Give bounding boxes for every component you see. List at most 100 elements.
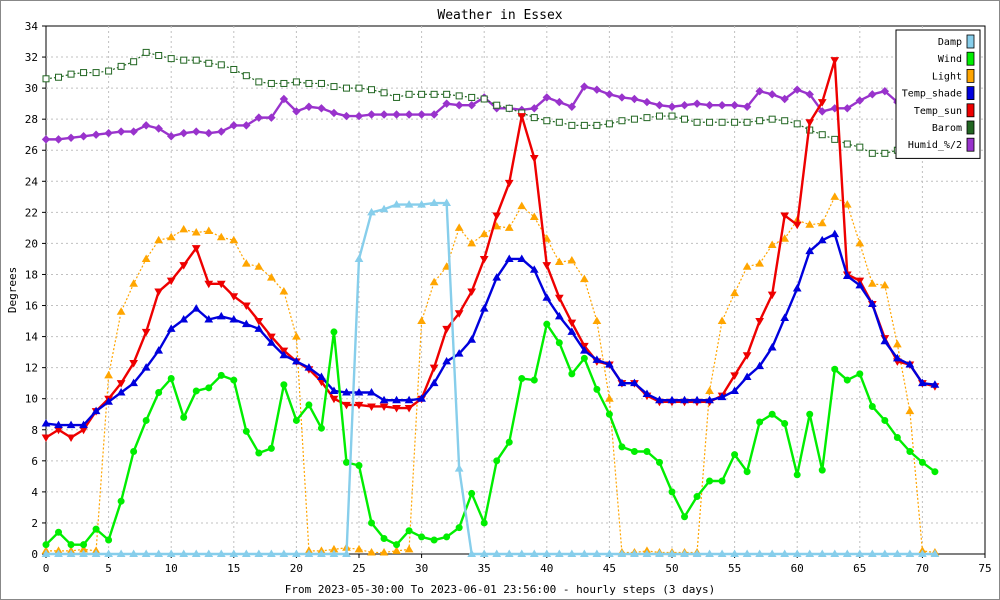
light-point [104,370,113,379]
temp-sun-point [467,288,477,297]
humid-2-point [329,108,339,118]
temp-shade-point [642,389,652,398]
barom-point [255,78,263,86]
wind-point [781,420,789,428]
barom-point [292,78,300,86]
damp-point [630,549,639,557]
damp-point [767,549,777,557]
damp-point [918,549,927,557]
wind-point [843,376,851,384]
barom-point [605,120,613,128]
grid [45,25,986,555]
plot-area [45,25,986,555]
barom-point [743,118,751,126]
temp-sun-point [204,280,214,289]
humid-2-point [129,127,138,136]
temp-sun-point [780,212,790,220]
barom-point [67,70,75,78]
damp-point [279,549,289,557]
barom-point [330,83,338,91]
legend-box [895,29,981,159]
x-tick-label: 0 [43,562,50,575]
humid-2-point [667,102,677,111]
temp-sun-point [66,434,76,443]
wind-point [255,449,263,457]
x-axis-label: From 2023-05-30:00 To 2023-06-01 23:56:0… [285,583,715,596]
light-point [880,280,890,289]
light-point [116,307,126,315]
damp-point [830,549,840,557]
wind-point [205,384,213,392]
wind-point [280,381,288,389]
light-point [542,234,552,242]
y-tick-label: 20 [25,237,38,250]
temp-shade-point [304,363,314,371]
wind-point [55,528,63,536]
legend-label-humid-2: Humid_%/2 [908,140,962,151]
humid-2-point [267,113,276,122]
damp-point [429,198,439,207]
humid-2-point [642,97,652,107]
damp-point [392,200,401,208]
barom-point [180,56,188,64]
light-point [417,316,426,325]
wind-point [42,541,50,549]
humid-2-point [730,100,739,110]
humid-2-point [367,110,376,119]
temp-sun-point [392,405,401,413]
temp-sun-point [492,212,502,220]
barom-point [468,93,476,101]
humid-2-point [605,90,614,99]
humid-2-point [292,107,301,116]
wind-point [80,541,88,549]
temp-shade-point [504,254,514,262]
temp-sun-point [354,401,364,410]
wind-point [743,468,751,476]
temp-shade-point [742,372,752,380]
barom-point [405,90,413,98]
barom-point [305,79,313,87]
light-point [379,547,389,556]
x-tick-label: 40 [540,562,553,575]
light-point [842,200,852,208]
temp-shade-point [705,395,714,404]
barom-point [230,65,238,73]
damp-point [642,549,652,557]
humid-2-point [342,111,351,121]
temp-sun-point [454,310,464,318]
damp-point [129,549,139,557]
damp-point [154,549,164,557]
barom-point [493,101,501,109]
series-line-wind [45,322,936,546]
damp-point [780,549,790,557]
humid-2-point [567,102,577,111]
humid-2-point [655,100,664,110]
humid-2-point [66,133,76,143]
humid-2-point [442,99,451,108]
barom-point [593,121,601,129]
temp-sun-point [367,403,376,411]
temp-sun-point [504,179,514,188]
barom-point [368,86,376,94]
barom-point [280,79,288,87]
humid-2-point [379,110,389,119]
wind-point [768,410,776,418]
barom-point [267,79,275,87]
temp-shade-point [254,324,264,332]
damp-point [266,549,276,557]
humid-2-point [692,99,702,108]
damp-point [655,549,664,557]
y-tick-label: 30 [25,82,38,95]
humid-2-point [580,82,589,91]
temp-sun-point [154,288,164,297]
legend-label-temp-sun: Temp_sun [914,106,962,117]
damp-point [404,200,414,208]
wind-point [856,370,864,378]
humid-2-point [179,128,188,138]
humid-2-point [192,127,201,136]
temp-sun-point [830,57,840,65]
temp-sun-point [755,318,765,326]
humid-2-point [54,135,63,144]
humid-2-point [429,110,439,119]
humid-2-point [141,121,151,130]
